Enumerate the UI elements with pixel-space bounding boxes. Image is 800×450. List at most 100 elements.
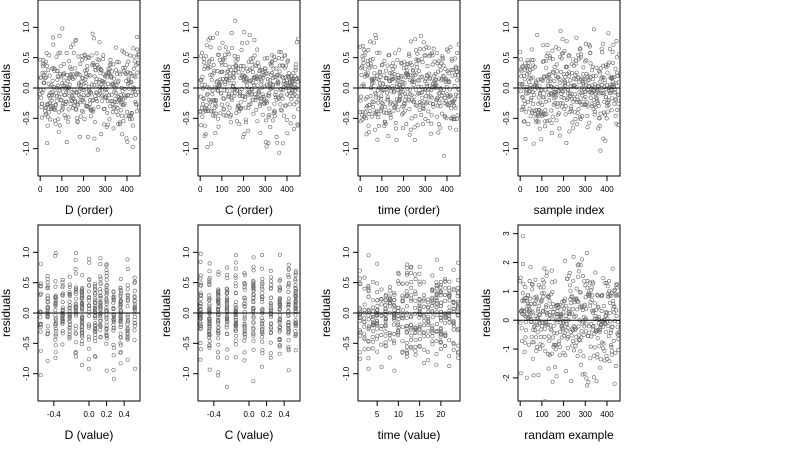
data-point	[409, 315, 414, 320]
data-point	[223, 82, 228, 87]
data-point	[82, 100, 87, 105]
y-tick-label: 0.5	[22, 52, 31, 64]
x-tick-label: 300	[419, 185, 433, 194]
data-point	[198, 78, 203, 83]
data-point	[616, 123, 620, 127]
data-point	[366, 317, 371, 322]
data-point	[443, 298, 448, 303]
data-point	[394, 138, 399, 143]
data-point	[363, 50, 368, 55]
data-point	[597, 116, 602, 121]
data-point	[537, 126, 542, 131]
data-point	[447, 125, 452, 130]
data-point	[210, 56, 215, 61]
data-point	[443, 315, 448, 320]
data-point	[198, 283, 203, 288]
data-point	[277, 343, 282, 348]
y-axis-label: residuals	[0, 289, 13, 337]
data-point	[79, 98, 84, 103]
data-point	[548, 56, 553, 61]
data-point	[383, 294, 388, 299]
data-point	[601, 41, 606, 46]
data-point	[205, 145, 210, 150]
data-point	[581, 354, 586, 359]
data-point	[539, 327, 544, 332]
data-point	[109, 69, 114, 74]
x-axis-label: time (value)	[378, 428, 441, 442]
data-point	[556, 111, 561, 116]
data-point	[578, 290, 583, 295]
data-point	[358, 319, 362, 323]
data-point	[225, 102, 230, 107]
data-point	[86, 73, 91, 78]
data-point	[104, 327, 109, 332]
data-point	[280, 96, 285, 101]
data-point	[413, 352, 418, 357]
data-point	[231, 81, 236, 86]
data-point	[207, 318, 212, 323]
data-point	[115, 112, 120, 117]
data-point	[296, 76, 300, 80]
data-point	[104, 331, 109, 336]
data-point	[264, 144, 269, 149]
data-point	[383, 292, 388, 297]
data-point	[93, 94, 98, 99]
data-point	[443, 286, 448, 291]
data-point	[293, 313, 298, 318]
data-point	[614, 281, 619, 286]
data-point	[93, 292, 98, 297]
data-point	[376, 95, 381, 100]
data-point	[434, 293, 439, 298]
data-point	[45, 306, 50, 311]
data-point	[527, 278, 532, 283]
data-point	[104, 299, 109, 304]
data-point	[198, 326, 203, 331]
data-point	[400, 339, 405, 344]
data-point	[277, 287, 282, 292]
data-point	[409, 279, 414, 284]
data-point	[523, 328, 528, 333]
data-point	[538, 342, 543, 347]
data-point	[451, 114, 456, 119]
data-point	[455, 326, 460, 331]
data-point	[437, 64, 442, 69]
data-point	[404, 272, 409, 277]
data-point	[578, 263, 583, 268]
data-point	[198, 259, 203, 264]
data-point	[226, 110, 231, 115]
data-point	[454, 117, 459, 122]
data-point	[111, 322, 116, 327]
data-point	[358, 44, 363, 49]
data-point	[417, 306, 422, 311]
data-point	[421, 304, 426, 309]
data-point	[552, 307, 557, 312]
data-point	[422, 47, 427, 52]
data-point	[569, 104, 574, 109]
data-point	[104, 320, 109, 325]
data-point	[415, 123, 420, 128]
data-point	[575, 111, 580, 116]
data-point	[571, 348, 576, 353]
data-point	[542, 75, 547, 80]
data-point	[409, 63, 414, 68]
data-point	[250, 91, 255, 96]
data-point	[218, 77, 223, 82]
data-point	[418, 33, 423, 38]
data-point	[430, 287, 435, 292]
data-point	[532, 302, 537, 307]
data-point	[594, 355, 599, 360]
data-point	[563, 104, 568, 109]
data-point	[545, 51, 550, 56]
data-point	[563, 303, 568, 308]
data-point	[292, 102, 297, 107]
data-point	[546, 295, 551, 300]
data-point	[438, 339, 443, 344]
data-point	[607, 310, 612, 315]
data-point	[603, 63, 608, 68]
data-point	[243, 105, 248, 110]
data-point	[592, 112, 597, 117]
data-point	[405, 74, 410, 79]
data-point	[45, 299, 50, 304]
y-tick-label: 1.0	[182, 246, 191, 258]
